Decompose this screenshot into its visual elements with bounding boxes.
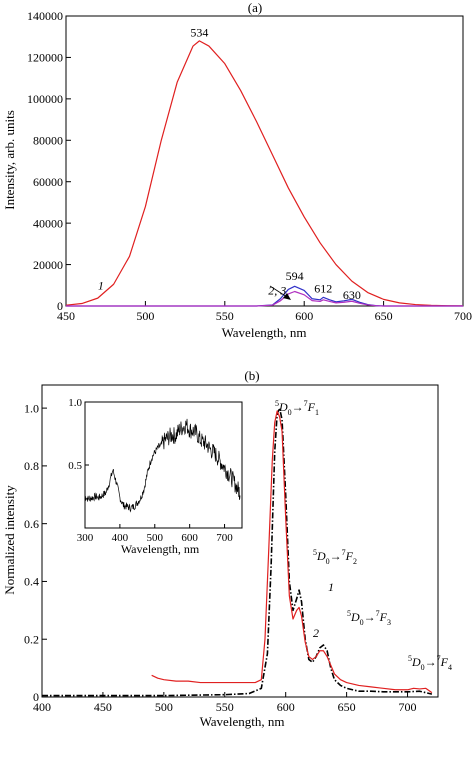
- panel-a-y-tick-label: 120000: [27, 51, 63, 65]
- panel-a-x-tick-label: 450: [57, 309, 75, 323]
- transition-label-f3: 5D0→7F3: [347, 609, 391, 627]
- inset-y-tick-label: 0.5: [68, 460, 82, 472]
- panel-b-y-tick-label: 0: [33, 690, 39, 704]
- panel-b-x-tick-label: 600: [277, 700, 295, 714]
- inset-x-tick-label: 700: [216, 532, 233, 544]
- curve-label-1: 1: [328, 580, 334, 594]
- panel-a: (a) 450 500 550 600 650 700 0 20000 40000 60000 8…: [2, 0, 472, 340]
- panel-b-x-tick-label: 400: [33, 700, 51, 714]
- panel-a-y-tick-label: 100000: [27, 92, 63, 106]
- panel-a-y-tick-label: 40000: [33, 216, 63, 230]
- panel-b-ylabel: Normalized intensity: [2, 485, 17, 595]
- inset-x-tick-label: 500: [147, 532, 164, 544]
- transition-label-f4: 5D0→7F4: [408, 654, 452, 672]
- panel-a-series-3: [66, 290, 463, 307]
- panel-a-annotation: 630: [343, 288, 361, 302]
- curve-label-2: 2: [313, 626, 319, 640]
- panel-a-ylabel: Intensity, arb. units: [2, 110, 17, 210]
- panel-a-x-ticks: 450 500 550 600 650 700: [57, 301, 472, 323]
- panel-a-arrowhead: [283, 293, 291, 300]
- inset-chart: 300 400 500 600 700 0.5 1.0 Wavelength, nm: [68, 397, 243, 556]
- panel-b-y-ticks: 0 0.2 0.4 0.6 0.8 1.0: [24, 401, 47, 704]
- inset-y-ticks: 0.5 1.0: [68, 397, 89, 472]
- panel-a-series: [65, 40, 464, 307]
- panel-b-x-tick-label: 650: [338, 700, 356, 714]
- panel-b-y-tick-label: 0.8: [24, 459, 39, 473]
- panel-a-x-tick-label: 650: [375, 309, 393, 323]
- panel-a-x-tick-label: 700: [454, 309, 472, 323]
- panel-a-arrow: [269, 285, 288, 298]
- panel-b: (b) 400 450 500 550 600 650 700 0 0.2 0.4 0.6 0.8 1…: [2, 368, 452, 729]
- panel-a-y-tick-label: 0: [57, 299, 63, 313]
- inset-series: [84, 418, 241, 513]
- panel-b-y-tick-label: 0.2: [24, 632, 39, 646]
- panel-a-annotation: 594: [286, 269, 304, 283]
- panel-a-y-tick-label: 60000: [33, 175, 63, 189]
- panel-a-x-tick-label: 550: [216, 309, 234, 323]
- panel-a-annotation: 1: [98, 278, 104, 292]
- panel-a-annotation: 534: [190, 26, 208, 40]
- panel-a-xlabel: Wavelength, nm: [222, 325, 307, 340]
- panel-b-x-tick-label: 500: [155, 700, 173, 714]
- inset-y-tick-label: 1.0: [68, 397, 82, 409]
- transition-label-f2: 5D0→7F2: [313, 548, 357, 566]
- panel-b-frame: [41, 384, 439, 698]
- panel-a-y-ticks: 0 20000 40000 60000 80000 100000 120000 140000: [27, 9, 71, 313]
- panel-b-x-tick-label: 450: [94, 700, 112, 714]
- panel-a-y-tick-label: 140000: [27, 9, 63, 23]
- transition-label-f1: 5D0→7F1: [275, 399, 319, 417]
- panel-b-x-tick-label: 550: [216, 700, 234, 714]
- inset-series-trace: [84, 418, 241, 513]
- panel-a-x-tick-label: 500: [136, 309, 154, 323]
- panel-b-x-tick-label: 700: [399, 700, 417, 714]
- inset-x-tick-label: 600: [181, 532, 198, 544]
- panel-a-x-tick-label: 600: [295, 309, 313, 323]
- inset-x-ticks: 300 400 500 600 700: [77, 524, 233, 544]
- panel-a-y-tick-label: 20000: [33, 258, 63, 272]
- inset-x-tick-label: 400: [112, 532, 129, 544]
- panel-b-x-ticks: 400 450 500 550 600 650 700: [33, 692, 417, 714]
- inset-xlabel: Wavelength, nm: [121, 542, 200, 556]
- panel-a-annotations: 53459461263012, 3: [98, 26, 361, 302]
- panel-a-label: (a): [248, 0, 262, 15]
- panel-b-series-2: [151, 410, 433, 694]
- panel-a-series-1: [65, 40, 464, 307]
- panel-b-xlabel: Wavelength, nm: [200, 714, 285, 729]
- panel-b-y-tick-label: 0.6: [24, 517, 39, 531]
- inset-x-tick-label: 300: [77, 532, 94, 544]
- panel-b-label: (b): [244, 368, 259, 383]
- panel-b-y-tick-label: 0.4: [24, 575, 39, 589]
- panel-a-y-tick-label: 80000: [33, 133, 63, 147]
- panel-b-series: [42, 407, 433, 697]
- panel-a-annotation: 612: [314, 282, 332, 296]
- inset-frame: [84, 401, 243, 529]
- panel-b-y-tick-label: 1.0: [24, 401, 39, 415]
